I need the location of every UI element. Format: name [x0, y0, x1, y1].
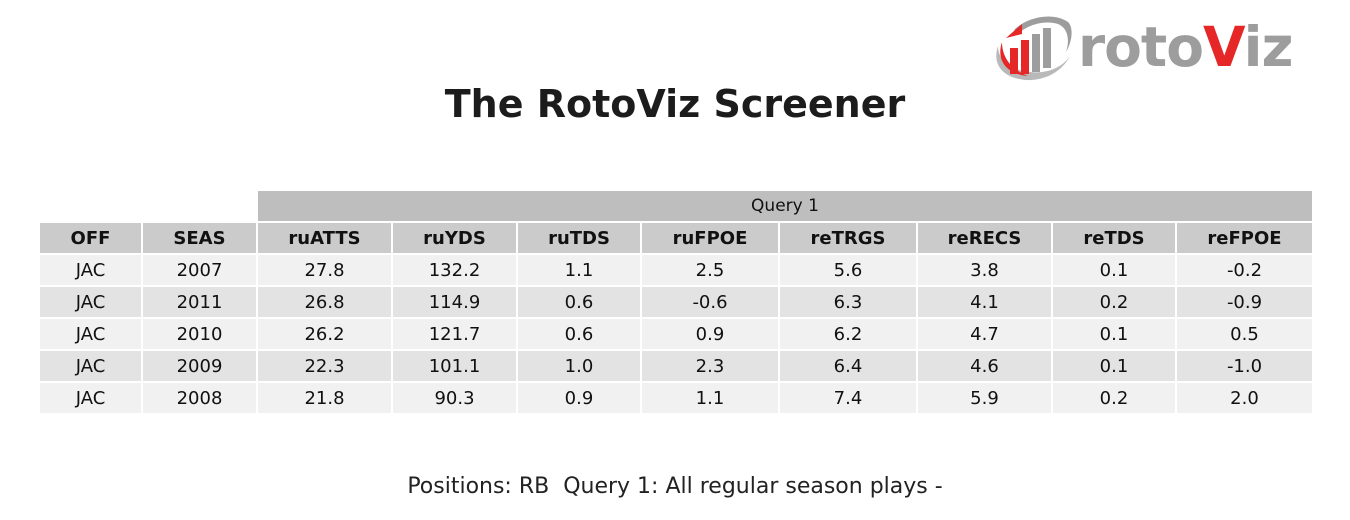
cell-retrgs: 6.2 [778, 317, 918, 351]
cell-ruatts: 22.3 [256, 349, 393, 383]
cell-rutds: 1.1 [516, 253, 642, 287]
cell-retrgs: 5.6 [778, 253, 918, 287]
cell-seas: 2009 [141, 349, 258, 383]
cell-rutds: 0.9 [516, 381, 642, 415]
table-row: JAC 2010 26.2 121.7 0.6 0.9 6.2 4.7 0.1 0.5 [38, 317, 1314, 351]
cell-refpoe: -0.9 [1175, 285, 1314, 319]
cell-ruyds: 121.7 [391, 317, 518, 351]
cell-off: JAC [38, 317, 143, 351]
cell-off: JAC [38, 349, 143, 383]
table-body: JAC 2007 27.8 132.2 1.1 2.5 5.6 3.8 0.1 -0.2 JAC 20… [38, 253, 1314, 415]
cell-rufpoe: 0.9 [640, 317, 780, 351]
table-row: JAC 2008 21.8 90.3 0.9 1.1 7.4 5.9 0.2 2.0 [38, 381, 1314, 415]
cell-rerecs: 5.9 [916, 381, 1053, 415]
cell-off: JAC [38, 253, 143, 287]
cell-retds: 0.1 [1051, 317, 1177, 351]
page-title: The RotoViz Screener [444, 82, 906, 126]
cell-ruatts: 21.8 [256, 381, 393, 415]
cell-rerecs: 4.1 [916, 285, 1053, 319]
cell-ruatts: 27.8 [256, 253, 393, 287]
cell-ruatts: 26.8 [256, 285, 393, 319]
column-header-retrgs: reTRGS [778, 221, 918, 255]
cell-refpoe: 0.5 [1175, 317, 1314, 351]
cell-retrgs: 6.3 [778, 285, 918, 319]
cell-rufpoe: 1.1 [640, 381, 780, 415]
column-header-refpoe: reFPOE [1175, 221, 1314, 255]
cell-seas: 2010 [141, 317, 258, 351]
cell-refpoe: 2.0 [1175, 381, 1314, 415]
cell-rutds: 1.0 [516, 349, 642, 383]
cell-retrgs: 7.4 [778, 381, 918, 415]
column-header-ruatts: ruATTS [256, 221, 393, 255]
column-header-retds: reTDS [1051, 221, 1177, 255]
cell-off: JAC [38, 381, 143, 415]
group-header-row: Query 1 [38, 189, 1314, 223]
cell-retds: 0.2 [1051, 381, 1177, 415]
results-table: Query 1 OFF SEAS ruATTS ruYDS ruTDS ruFPOE reT… [38, 189, 1314, 415]
column-header-row: OFF SEAS ruATTS ruYDS ruTDS ruFPOE reTRGS reREC… [38, 221, 1314, 255]
cell-retds: 0.1 [1051, 253, 1177, 287]
group-header-blank [38, 189, 258, 223]
bar-chart-logo-icon [996, 16, 1072, 81]
cell-ruyds: 114.9 [391, 285, 518, 319]
cell-seas: 2011 [141, 285, 258, 319]
table-row: JAC 2009 22.3 101.1 1.0 2.3 6.4 4.6 0.1 -1.0 [38, 349, 1314, 383]
cell-retds: 0.2 [1051, 285, 1177, 319]
cell-seas: 2008 [141, 381, 258, 415]
query-description-footer: Positions: RB Query 1: All regular seaso… [407, 474, 943, 499]
cell-retds: 0.1 [1051, 349, 1177, 383]
column-header-ruyds: ruYDS [391, 221, 518, 255]
column-header-seas: SEAS [141, 221, 258, 255]
column-header-rutds: ruTDS [516, 221, 642, 255]
cell-rufpoe: -0.6 [640, 285, 780, 319]
cell-ruyds: 90.3 [391, 381, 518, 415]
cell-retrgs: 6.4 [778, 349, 918, 383]
cell-refpoe: -0.2 [1175, 253, 1314, 287]
cell-rerecs: 4.7 [916, 317, 1053, 351]
cell-ruyds: 101.1 [391, 349, 518, 383]
column-header-rerecs: reRECS [916, 221, 1053, 255]
cell-rerecs: 3.8 [916, 253, 1053, 287]
rotoviz-logo: rotoViz [992, 12, 1294, 86]
cell-rutds: 0.6 [516, 285, 642, 319]
cell-rufpoe: 2.3 [640, 349, 780, 383]
table-row: JAC 2011 26.8 114.9 0.6 -0.6 6.3 4.1 0.2 -0.9 [38, 285, 1314, 319]
query-group-header: Query 1 [256, 189, 1314, 223]
cell-off: JAC [38, 285, 143, 319]
cell-refpoe: -1.0 [1175, 349, 1314, 383]
logo-text-iz: iz [1243, 15, 1294, 79]
column-header-rufpoe: ruFPOE [640, 221, 780, 255]
cell-rutds: 0.6 [516, 317, 642, 351]
logo-text-roto: roto [1078, 15, 1204, 79]
cell-rufpoe: 2.5 [640, 253, 780, 287]
cell-rerecs: 4.6 [916, 349, 1053, 383]
cell-ruatts: 26.2 [256, 317, 393, 351]
logo-text-v: V [1203, 15, 1245, 79]
table-row: JAC 2007 27.8 132.2 1.1 2.5 5.6 3.8 0.1 -0.2 [38, 253, 1314, 287]
cell-seas: 2007 [141, 253, 258, 287]
logo-wordmark: rotoViz [1078, 14, 1294, 80]
cell-ruyds: 132.2 [391, 253, 518, 287]
column-header-off: OFF [38, 221, 143, 255]
